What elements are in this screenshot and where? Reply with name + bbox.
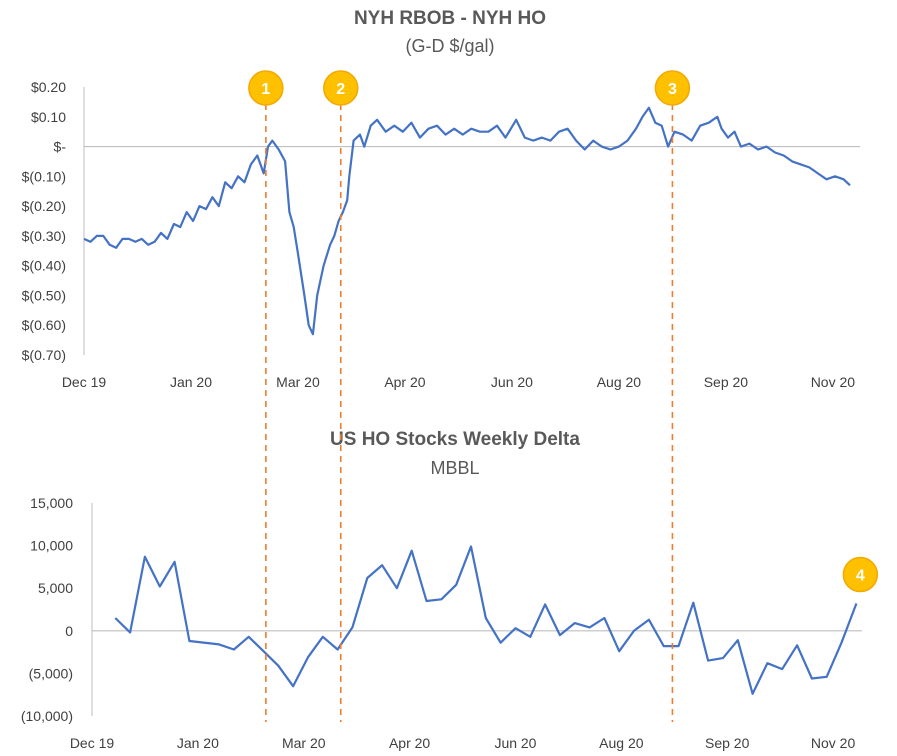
x-tick-label: Aug 20 bbox=[599, 735, 644, 751]
y-tick-label: (5,000) bbox=[29, 665, 73, 681]
y-tick-label: 15,000 bbox=[30, 495, 73, 511]
event-badge bbox=[248, 70, 284, 106]
y-tick-label: 0 bbox=[65, 623, 73, 639]
x-tick-label: Nov 20 bbox=[811, 374, 856, 390]
x-tick-label: Nov 20 bbox=[811, 735, 856, 751]
bottom-chart-subtitle: MBBL bbox=[430, 458, 479, 478]
top-chart-subtitle: (G-D $/gal) bbox=[405, 36, 494, 56]
x-tick-label: Sep 20 bbox=[705, 735, 750, 751]
event-badge-label: 1 bbox=[261, 81, 270, 98]
event-badge bbox=[323, 70, 359, 106]
event-markers: 1 2 3 4 bbox=[248, 70, 879, 722]
top-chart-title: NYH RBOB - NYH HO bbox=[354, 8, 546, 29]
y-tick-label: $(0.50) bbox=[22, 287, 66, 303]
y-tick-label: 5,000 bbox=[38, 580, 73, 596]
x-tick-label: Apr 20 bbox=[389, 735, 430, 751]
event-badge-label: 3 bbox=[668, 81, 677, 98]
x-tick-label: Jan 20 bbox=[170, 374, 212, 390]
y-tick-label: 10,000 bbox=[30, 538, 73, 554]
y-tick-label: $(0.60) bbox=[22, 317, 66, 333]
event-badge-label: 2 bbox=[336, 81, 345, 98]
y-tick-label: $0.10 bbox=[31, 109, 66, 125]
event-badge bbox=[842, 556, 879, 593]
event-badge bbox=[654, 70, 691, 106]
bottom-chart: US HO Stocks Weekly Delta MBBL 15,000 10,… bbox=[21, 429, 862, 751]
y-tick-label: $0.20 bbox=[31, 79, 66, 95]
x-tick-label: Apr 20 bbox=[384, 374, 425, 390]
event-badge-label: 4 bbox=[856, 568, 865, 585]
x-tick-label: Jun 20 bbox=[494, 735, 536, 751]
y-tick-label: $(0.70) bbox=[22, 347, 66, 363]
x-tick-label: Mar 20 bbox=[276, 374, 320, 390]
series-line bbox=[114, 545, 858, 695]
y-tick-label: $(0.40) bbox=[22, 258, 66, 274]
x-tick-label: Sep 20 bbox=[704, 374, 749, 390]
y-tick-label: $(0.30) bbox=[22, 228, 66, 244]
y-tick-label: $(0.10) bbox=[22, 168, 66, 184]
x-tick-label: Dec 19 bbox=[70, 735, 115, 751]
y-tick-label: (10,000) bbox=[21, 708, 73, 724]
y-tick-label: $- bbox=[54, 139, 67, 155]
y-tick-label: $(0.20) bbox=[22, 198, 66, 214]
top-chart: NYH RBOB - NYH HO (G-D $/gal) $0.20 $0.10… bbox=[22, 8, 860, 390]
series-line bbox=[83, 106, 851, 336]
x-tick-label: Jun 20 bbox=[491, 374, 533, 390]
x-tick-label: Aug 20 bbox=[597, 374, 642, 390]
x-tick-label: Jan 20 bbox=[177, 735, 219, 751]
x-tick-label: Mar 20 bbox=[282, 735, 326, 751]
x-tick-label: Dec 19 bbox=[62, 374, 107, 390]
bottom-chart-title: US HO Stocks Weekly Delta bbox=[330, 429, 580, 450]
